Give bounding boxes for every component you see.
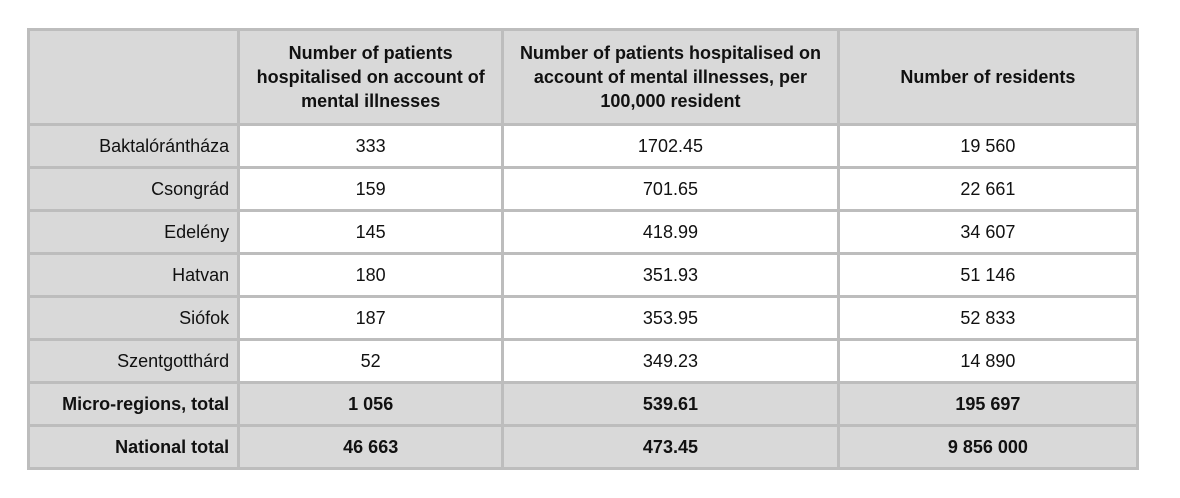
cell-per-100k: 349.23 bbox=[504, 341, 837, 381]
table-row: Baktalórántháza 333 1702.45 19 560 bbox=[30, 126, 1136, 166]
header-row: Number of patients hospitalised on accou… bbox=[30, 31, 1136, 123]
cell-patients: 145 bbox=[240, 212, 502, 252]
cell-residents: 19 560 bbox=[839, 126, 1136, 166]
header-per-100k: Number of patients hospitalised on accou… bbox=[504, 31, 837, 123]
data-table: Number of patients hospitalised on accou… bbox=[27, 28, 1139, 470]
table-row: Csongrád 159 701.65 22 661 bbox=[30, 169, 1136, 209]
total-row-micro-regions: Micro-regions, total 1 056 539.61 195 69… bbox=[30, 384, 1136, 424]
row-region: Hatvan bbox=[30, 255, 238, 295]
cell-per-100k: 539.61 bbox=[504, 384, 837, 424]
row-region: Edelény bbox=[30, 212, 238, 252]
cell-patients: 187 bbox=[240, 298, 502, 338]
cell-residents: 22 661 bbox=[839, 169, 1136, 209]
row-region: Siófok bbox=[30, 298, 238, 338]
cell-per-100k: 701.65 bbox=[504, 169, 837, 209]
row-region: Szentgotthárd bbox=[30, 341, 238, 381]
cell-residents: 52 833 bbox=[839, 298, 1136, 338]
header-residents: Number of residents bbox=[839, 31, 1136, 123]
cell-per-100k: 353.95 bbox=[504, 298, 837, 338]
cell-per-100k: 473.45 bbox=[504, 427, 837, 467]
cell-patients: 333 bbox=[240, 126, 502, 166]
cell-per-100k: 351.93 bbox=[504, 255, 837, 295]
cell-residents: 51 146 bbox=[839, 255, 1136, 295]
cell-patients: 180 bbox=[240, 255, 502, 295]
header-corner bbox=[30, 31, 238, 123]
cell-residents: 14 890 bbox=[839, 341, 1136, 381]
cell-patients: 159 bbox=[240, 169, 502, 209]
cell-residents: 9 856 000 bbox=[839, 427, 1136, 467]
row-region: National total bbox=[30, 427, 238, 467]
cell-residents: 195 697 bbox=[839, 384, 1136, 424]
table-row: Hatvan 180 351.93 51 146 bbox=[30, 255, 1136, 295]
total-row-national: National total 46 663 473.45 9 856 000 bbox=[30, 427, 1136, 467]
row-region: Micro-regions, total bbox=[30, 384, 238, 424]
cell-patients: 46 663 bbox=[240, 427, 502, 467]
cell-residents: 34 607 bbox=[839, 212, 1136, 252]
cell-per-100k: 418.99 bbox=[504, 212, 837, 252]
table-row: Edelény 145 418.99 34 607 bbox=[30, 212, 1136, 252]
table-row: Siófok 187 353.95 52 833 bbox=[30, 298, 1136, 338]
cell-patients: 52 bbox=[240, 341, 502, 381]
row-region: Csongrád bbox=[30, 169, 238, 209]
header-patients: Number of patients hospitalised on accou… bbox=[240, 31, 502, 123]
row-region: Baktalórántháza bbox=[30, 126, 238, 166]
table-row: Szentgotthárd 52 349.23 14 890 bbox=[30, 341, 1136, 381]
cell-patients: 1 056 bbox=[240, 384, 502, 424]
cell-per-100k: 1702.45 bbox=[504, 126, 837, 166]
